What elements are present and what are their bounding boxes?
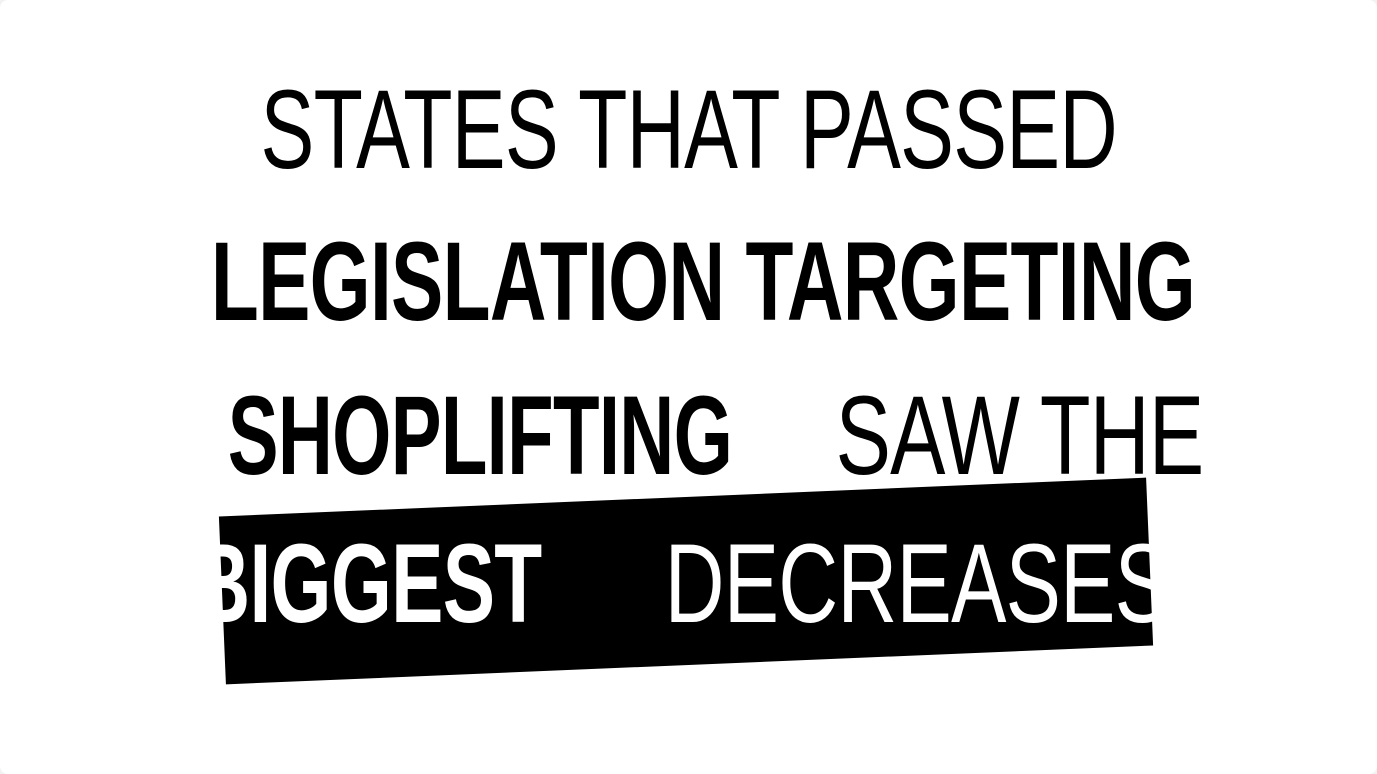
headline-line-2: LEGISLATION TARGETING [0, 226, 1377, 338]
headline-line-2-text: LEGISLATION TARGETING [210, 219, 1196, 344]
headline-line-4-light-text: DECREASES [664, 521, 1170, 646]
headline-line-3-light-text: SAW THE [835, 373, 1205, 498]
headline-line-4-bold-text: BIGGEST [193, 521, 543, 646]
headline-line-4: BIGGEST DECREASES [0, 528, 1377, 640]
headline-line-3: SHOPLIFTING SAW THE [0, 380, 1377, 492]
headline-line-1-text: STATES THAT PASSED [260, 67, 1117, 192]
headline-line-3-bold-text: SHOPLIFTING [227, 373, 733, 498]
headline-line-1: STATES THAT PASSED [0, 74, 1377, 186]
